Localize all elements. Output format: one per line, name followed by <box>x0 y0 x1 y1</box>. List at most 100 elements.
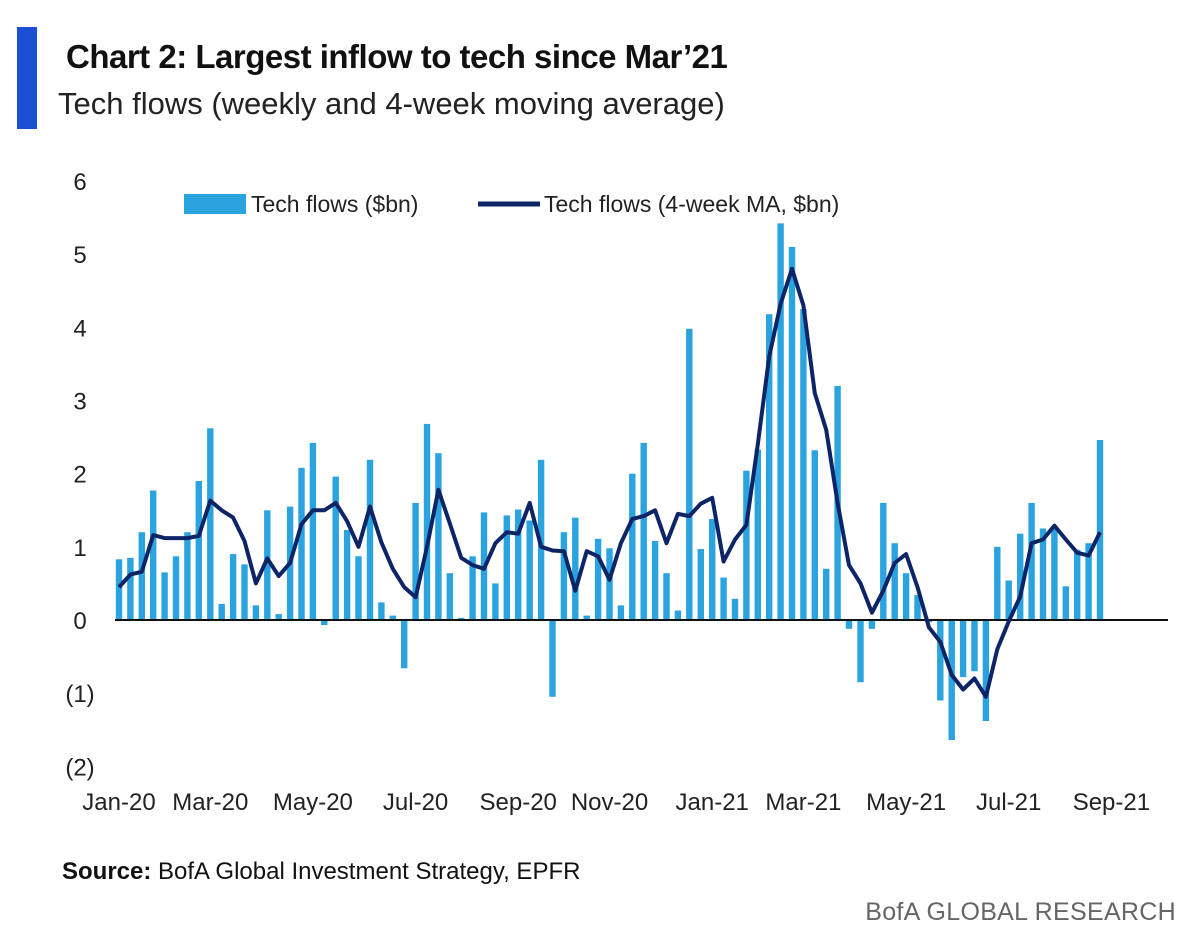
bar <box>207 428 214 620</box>
bar <box>435 453 442 620</box>
chart-subtitle: Tech flows (weekly and 4-week moving ave… <box>58 86 725 121</box>
bar <box>150 490 157 620</box>
bar <box>583 615 590 620</box>
x-tick-label: Sep-20 <box>480 789 557 816</box>
legend: Tech flows ($bn) Tech flows (4-week MA, … <box>184 191 839 217</box>
bar <box>412 502 419 620</box>
y-tick-label: 0 <box>73 608 86 635</box>
y-tick-label: 5 <box>73 242 86 269</box>
x-tick-label: May-21 <box>866 789 946 816</box>
y-tick-label: 1 <box>73 535 86 562</box>
bar <box>355 556 362 620</box>
source-note: Source: BofA Global Investment Strategy,… <box>62 858 580 886</box>
bar <box>800 309 807 620</box>
bar <box>663 573 670 620</box>
bar <box>252 605 260 620</box>
bar <box>777 223 784 620</box>
bar <box>321 620 328 626</box>
y-tick-label: 4 <box>73 315 86 342</box>
bar <box>902 573 910 620</box>
bar <box>115 559 123 620</box>
bar <box>959 620 967 678</box>
bar <box>845 620 853 629</box>
bar <box>1039 528 1047 620</box>
x-tick-label: Jul-20 <box>383 789 448 816</box>
bar <box>720 577 727 620</box>
bar <box>298 467 305 620</box>
bar <box>629 473 636 620</box>
bar <box>127 557 134 620</box>
bar <box>378 602 385 620</box>
bar <box>994 546 1001 620</box>
y-axis-ticks: 6 5 4 3 2 1 0 (1) (2) <box>65 169 94 781</box>
bar <box>674 610 682 620</box>
bar <box>458 617 465 620</box>
bar <box>880 502 887 620</box>
bar <box>1085 543 1092 620</box>
bar <box>343 530 351 620</box>
bar <box>937 620 944 701</box>
bar <box>857 620 864 683</box>
bar <box>172 556 180 620</box>
chart-title: Chart 2: Largest inflow to tech since Ma… <box>66 38 728 75</box>
bar <box>446 573 453 620</box>
bar <box>1074 549 1081 620</box>
bar <box>1062 586 1069 620</box>
source-label: Source: <box>62 858 152 885</box>
bar <box>754 449 761 620</box>
bar <box>766 314 773 620</box>
bar <box>560 532 568 620</box>
x-tick-label: Jan-20 <box>82 789 155 816</box>
bar <box>195 481 202 620</box>
x-axis-ticks: Jan-20 Mar-20 May-20 Jul-20 Sep-20 Nov-20 Jan-… <box>82 789 1150 816</box>
moving-average-line <box>117 266 1102 699</box>
bar <box>891 543 898 620</box>
bar <box>811 450 818 620</box>
y-tick-label: (1) <box>65 681 94 708</box>
bar <box>1051 527 1058 620</box>
bar <box>469 556 476 620</box>
y-tick-label: 3 <box>73 389 86 416</box>
bar <box>948 620 955 740</box>
x-tick-label: Jul-21 <box>976 789 1041 816</box>
bar <box>241 564 248 620</box>
x-tick-label: May-20 <box>273 789 353 816</box>
source-text: BofA Global Investment Strategy, EPFR <box>151 858 581 885</box>
bar <box>526 520 533 620</box>
bar <box>492 583 499 620</box>
title-accent-bar <box>17 27 37 129</box>
bar <box>1096 440 1104 620</box>
bar <box>1028 502 1035 620</box>
bar <box>697 549 704 620</box>
bar <box>640 442 647 620</box>
bar <box>275 614 282 620</box>
bar <box>606 548 613 620</box>
bar <box>1005 580 1012 620</box>
bar <box>309 442 317 620</box>
y-tick-label: (2) <box>65 754 94 781</box>
bar <box>1017 533 1024 620</box>
bar <box>401 620 408 669</box>
bar <box>823 568 830 620</box>
bar <box>366 459 374 620</box>
x-tick-label: Mar-21 <box>765 789 841 816</box>
x-tick-label: Nov-20 <box>571 789 648 816</box>
bar <box>184 532 191 620</box>
bar <box>218 603 225 620</box>
legend-bar-swatch <box>184 194 246 214</box>
bar <box>686 328 693 620</box>
bar <box>264 510 271 621</box>
bar <box>515 509 522 620</box>
bar <box>229 554 237 620</box>
bar <box>138 532 145 620</box>
legend-bar-label: Tech flows ($bn) <box>251 191 418 217</box>
bar <box>332 476 339 620</box>
bar <box>389 615 396 620</box>
y-tick-label: 2 <box>73 462 86 489</box>
legend-line-label: Tech flows (4-week MA, $bn) <box>544 191 839 217</box>
y-tick-label: 6 <box>73 169 86 196</box>
bar <box>423 423 431 620</box>
bar <box>549 620 556 697</box>
x-tick-label: Sep-21 <box>1073 789 1150 816</box>
bar <box>709 519 716 620</box>
